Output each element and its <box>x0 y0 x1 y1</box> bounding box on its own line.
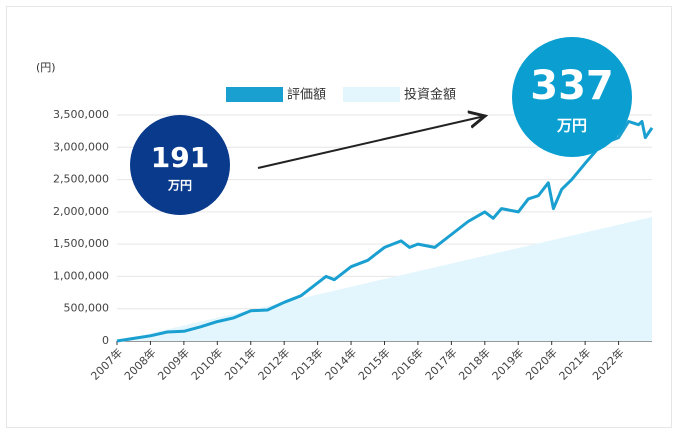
y-unit: (円) <box>36 61 56 74</box>
y-tick-label: 2,500,000 <box>53 173 109 186</box>
y-tick-label: 3,000,000 <box>53 140 109 153</box>
end-unit: 万円 <box>556 117 587 135</box>
start-bubble <box>130 115 230 215</box>
legend-swatch <box>343 87 400 102</box>
area <box>117 217 652 341</box>
y-tick-label: 3,500,000 <box>53 108 109 121</box>
start-unit: 万円 <box>167 179 192 193</box>
legend-label: 評価額 <box>287 88 326 103</box>
arrow <box>257 116 485 169</box>
end-bubble <box>512 37 632 157</box>
legend-swatch <box>226 87 283 102</box>
y-tick-label: 1,000,000 <box>53 269 109 282</box>
legend-label: 投資金額 <box>404 87 456 103</box>
y-tick-label: 2,000,000 <box>53 205 109 218</box>
start-value: 191 <box>151 141 209 174</box>
end-value: 337 <box>530 63 614 109</box>
legend: 評価額 投資金額 <box>226 87 456 103</box>
y-tick-label: 0 <box>102 334 109 347</box>
line <box>116 120 654 343</box>
y-tick-label: 500,000 <box>64 302 110 315</box>
y-tick-label: 1,500,000 <box>53 237 109 250</box>
